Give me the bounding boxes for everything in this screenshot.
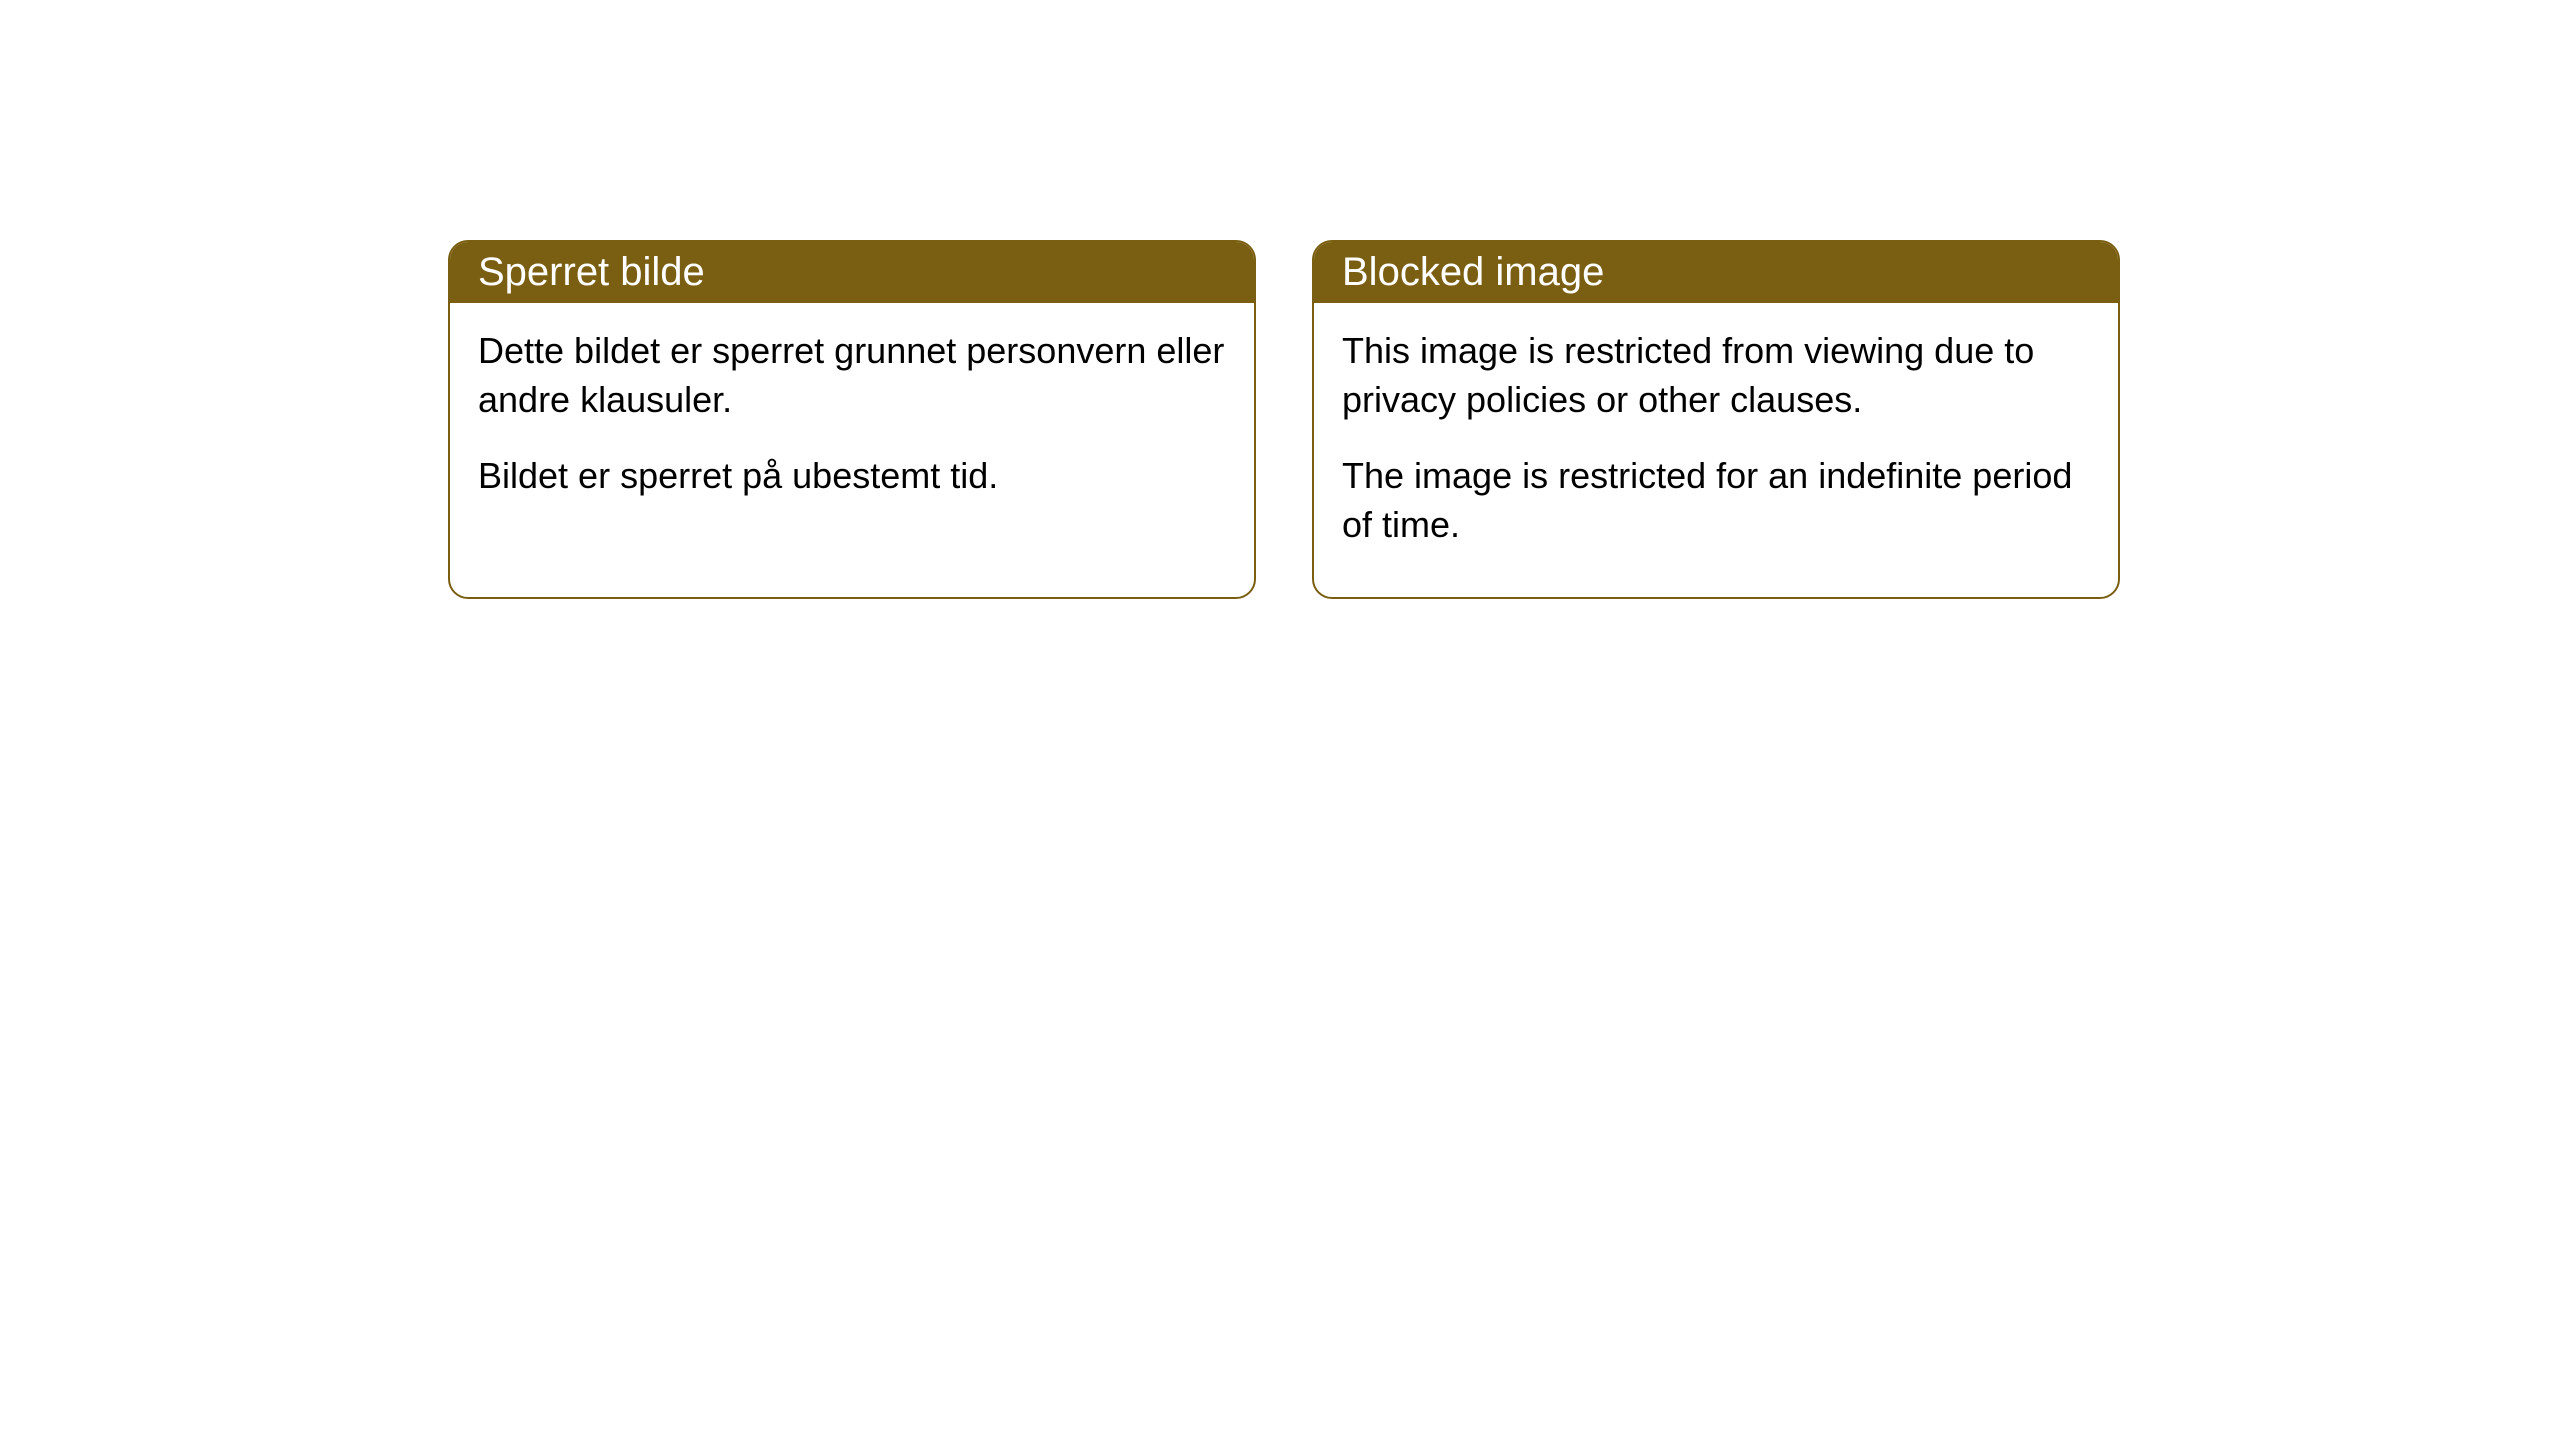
info-cards-container: Sperret bilde Dette bildet er sperret gr… bbox=[448, 240, 2120, 599]
card-para2-en: The image is restricted for an indefinit… bbox=[1342, 452, 2090, 549]
blocked-image-card-no: Sperret bilde Dette bildet er sperret gr… bbox=[448, 240, 1256, 599]
card-body-en: This image is restricted from viewing du… bbox=[1314, 303, 2118, 597]
card-para2-no: Bildet er sperret på ubestemt tid. bbox=[478, 452, 1226, 501]
card-title-en: Blocked image bbox=[1342, 250, 1604, 294]
blocked-image-card-en: Blocked image This image is restricted f… bbox=[1312, 240, 2120, 599]
card-para1-no: Dette bildet er sperret grunnet personve… bbox=[478, 327, 1226, 424]
card-title-no: Sperret bilde bbox=[478, 250, 705, 294]
card-para1-en: This image is restricted from viewing du… bbox=[1342, 327, 2090, 424]
card-header-no: Sperret bilde bbox=[450, 242, 1254, 303]
card-header-en: Blocked image bbox=[1314, 242, 2118, 303]
card-body-no: Dette bildet er sperret grunnet personve… bbox=[450, 303, 1254, 549]
